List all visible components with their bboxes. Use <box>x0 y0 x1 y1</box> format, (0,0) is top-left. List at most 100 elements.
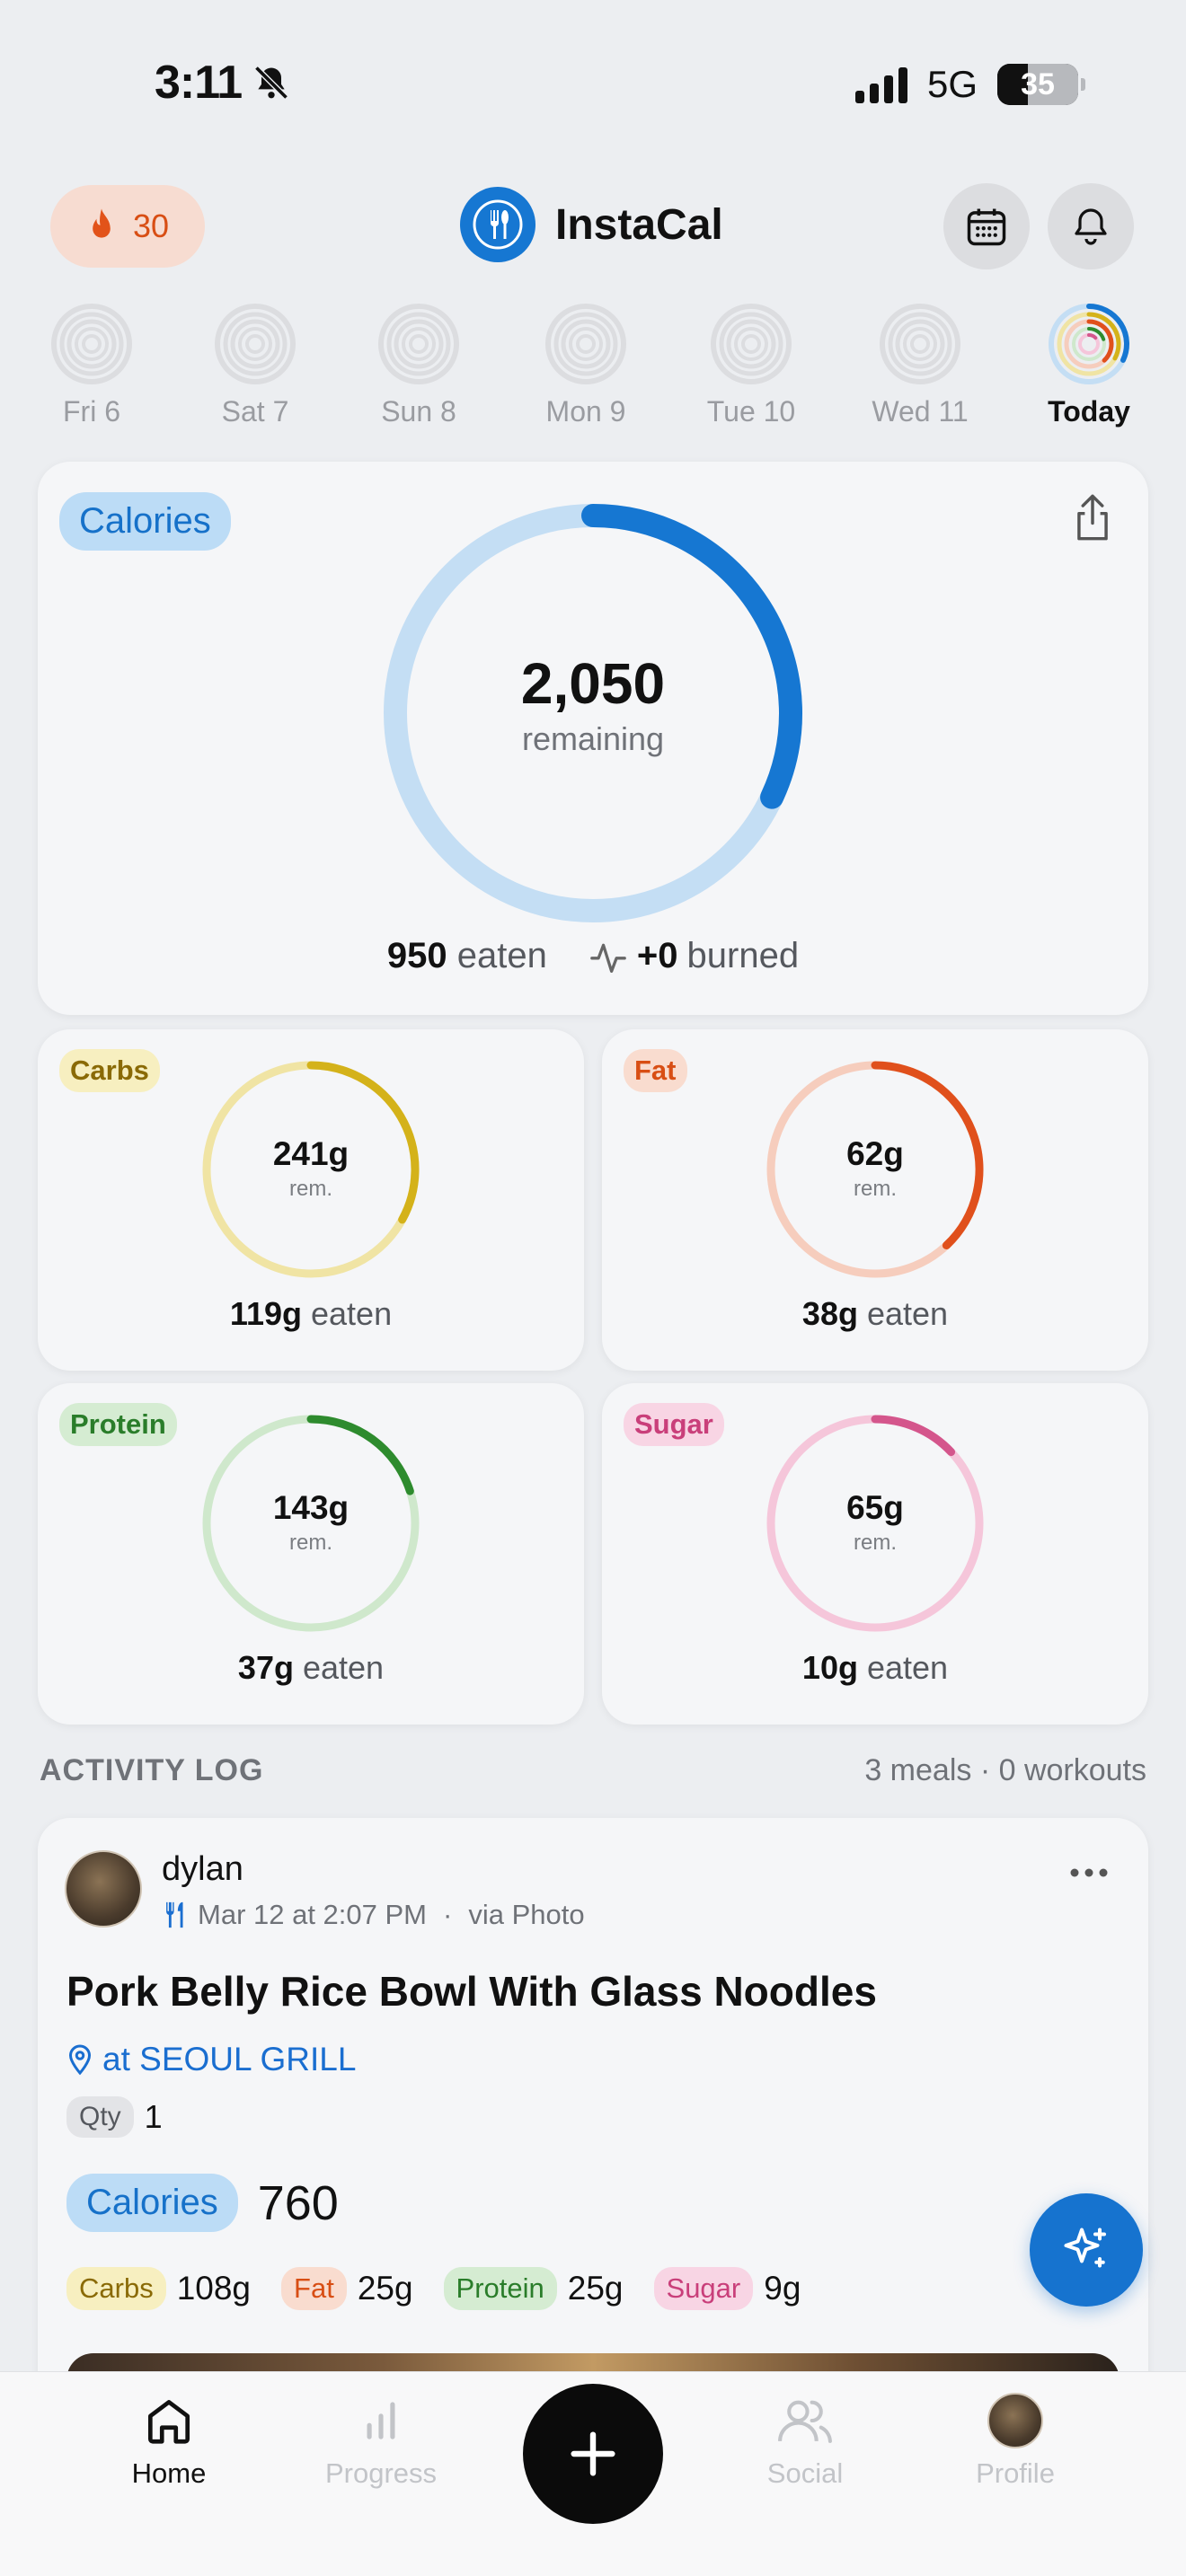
sparkle-icon <box>1064 2228 1106 2268</box>
activity-pulse-icon <box>590 943 626 973</box>
entry-meta: Mar 12 at 2:07 PM · via Photo <box>162 1899 585 1931</box>
day-fri-6[interactable]: Fri 6 <box>29 302 155 428</box>
entry-timestamp: Mar 12 at 2:07 PM <box>198 1899 428 1930</box>
people-icon <box>778 2400 832 2443</box>
day-rings-icon <box>711 304 792 384</box>
calendar-icon <box>967 208 1006 246</box>
home-icon <box>148 2400 190 2444</box>
tab-social[interactable]: Social <box>724 2393 886 2490</box>
protein-ring-progress <box>306 1415 414 1495</box>
day-label: Fri 6 <box>63 395 120 428</box>
entry-source: via Photo <box>468 1899 585 1930</box>
day-rings-icon <box>51 304 132 384</box>
day-today[interactable]: Today <box>1026 302 1152 428</box>
calories-burned: +0 burned <box>589 936 799 976</box>
battery-icon: 35 <box>997 64 1085 105</box>
meal-carbs-label: Carbs <box>66 2267 166 2310</box>
sugar-eaten: 10g eaten <box>801 1649 949 1686</box>
activity-log-title: ACTIVITY LOG <box>40 1753 264 1787</box>
day-label: Sat 7 <box>221 395 289 428</box>
meal-sugar-value: 9g <box>764 2270 801 2307</box>
carbs-remaining: 241g <box>272 1135 350 1172</box>
carbs-rem-label: rem. <box>289 1177 332 1201</box>
day-label: Wed 11 <box>872 395 969 428</box>
meal-macros: Carbs 108g Fat 25g Protein 25g Sugar 9g <box>66 2267 831 2310</box>
more-options-button[interactable] <box>1069 1866 1109 1883</box>
calendar-button[interactable] <box>943 183 1030 269</box>
calories-card[interactable]: Calories 2,050 remaining 950 eaten +0 bur… <box>38 462 1148 1015</box>
carbs-card[interactable]: Carbs 241g rem. 119g eaten <box>38 1029 584 1371</box>
day-sat-7[interactable]: Sat 7 <box>192 302 318 428</box>
share-button[interactable] <box>1069 492 1116 547</box>
signal-icon <box>854 66 907 103</box>
day-label: Tue 10 <box>706 395 796 428</box>
calories-remaining-label: remaining <box>521 720 665 757</box>
meal-carbs-value: 108g <box>176 2270 252 2307</box>
day-label: Sun 8 <box>381 395 456 428</box>
fat-card[interactable]: Fat 62g rem. 38g eaten <box>602 1029 1148 1371</box>
utensils-icon <box>166 1901 183 1928</box>
notifications-button[interactable] <box>1048 183 1134 269</box>
sugar-card[interactable]: Sugar 65g rem. 10g eaten <box>602 1383 1148 1725</box>
carbs-ring-progress <box>306 1061 420 1224</box>
network-type: 5G <box>926 63 978 105</box>
day-rings-icon <box>378 304 459 384</box>
ai-assistant-button[interactable] <box>1030 2193 1143 2307</box>
protein-eaten: 37g eaten <box>237 1649 385 1686</box>
sugar-label: Sugar <box>624 1403 724 1446</box>
day-mon-9[interactable]: Mon 9 <box>523 302 649 428</box>
meal-name: Pork Belly Rice Bowl With Glass Noodles <box>66 1968 877 2015</box>
meal-location[interactable]: at SEOUL GRILL <box>66 2041 356 2078</box>
calories-ring <box>384 504 802 922</box>
plus-icon <box>571 2431 615 2476</box>
bell-icon <box>1075 208 1107 245</box>
meal-quantity: Qty 1 <box>66 2096 163 2138</box>
day-wed-11[interactable]: Wed 11 <box>857 302 983 428</box>
activity-log-summary: 3 meals · 0 workouts <box>864 1753 1146 1787</box>
entry-username[interactable]: dylan <box>162 1850 243 1888</box>
fat-label: Fat <box>624 1049 687 1092</box>
fat-ring-progress <box>871 1061 984 1250</box>
calories-label: Calories <box>59 492 231 551</box>
day-label: Mon 9 <box>545 395 626 428</box>
sugar-remaining: 65g <box>846 1489 904 1526</box>
app-brand: InstaCal <box>460 187 723 262</box>
battery-level: 35 <box>1021 66 1055 101</box>
fat-remaining: 62g <box>846 1135 904 1172</box>
day-rings-icon <box>545 304 626 384</box>
fat-ring <box>766 1061 984 1278</box>
add-entry-button[interactable] <box>523 2384 663 2524</box>
carbs-label: Carbs <box>59 1049 160 1092</box>
user-avatar[interactable] <box>65 1850 142 1928</box>
meal-calories: Calories 760 <box>66 2174 339 2232</box>
app-name: InstaCal <box>555 200 723 249</box>
tab-profile[interactable]: Profile <box>934 2393 1096 2490</box>
streak-badge[interactable]: 30 <box>50 185 205 268</box>
sugar-rem-label: rem. <box>854 1531 897 1555</box>
share-icon <box>1077 494 1108 541</box>
protein-remaining: 143g <box>272 1489 350 1526</box>
sugar-ring <box>766 1415 984 1632</box>
protein-rem-label: rem. <box>289 1531 332 1555</box>
day-sun-8[interactable]: Sun 8 <box>356 302 482 428</box>
streak-count: 30 <box>132 207 170 244</box>
protein-label: Protein <box>59 1403 177 1446</box>
calories-remaining-value: 2,050 <box>520 651 666 716</box>
more-horizontal-icon <box>1070 1868 1108 1877</box>
tab-progress[interactable]: Progress <box>300 2393 462 2490</box>
calories-eaten: 950 eaten <box>386 936 547 975</box>
meal-protein-value: 25g <box>567 2270 624 2307</box>
fat-eaten: 38g eaten <box>801 1295 949 1332</box>
app-logo-icon <box>460 187 535 262</box>
tab-home[interactable]: Home <box>88 2393 250 2490</box>
protein-ring <box>202 1415 420 1632</box>
flame-icon <box>93 208 111 238</box>
day-tue-10[interactable]: Tue 10 <box>688 302 814 428</box>
protein-card[interactable]: Protein 143g rem. 37g eaten <box>38 1383 584 1725</box>
day-rings-icon <box>880 304 960 384</box>
status-time: 3:11 <box>155 57 243 109</box>
location-pin-icon <box>68 2044 92 2076</box>
sugar-ring-progress <box>871 1415 956 1457</box>
meal-fat-value: 25g <box>357 2270 413 2307</box>
calories-ring-progress <box>581 504 802 809</box>
